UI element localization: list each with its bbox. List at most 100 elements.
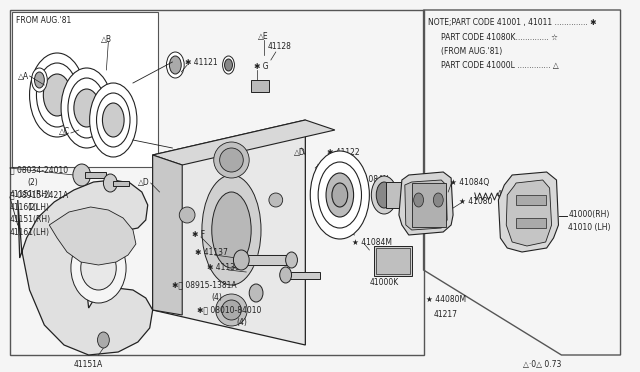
Text: ✱ 41138: ✱ 41138: [207, 263, 239, 272]
Text: △A: △A: [18, 72, 29, 81]
Text: 41000(RH): 41000(RH): [568, 210, 610, 219]
Ellipse shape: [212, 192, 251, 268]
Ellipse shape: [249, 284, 263, 302]
Text: ✱ⓜ 08915-1381A: ✱ⓜ 08915-1381A: [172, 280, 237, 289]
Ellipse shape: [104, 174, 117, 192]
Ellipse shape: [225, 59, 232, 71]
Ellipse shape: [216, 294, 247, 326]
Ellipse shape: [221, 300, 241, 320]
Text: ★ 41084Q: ★ 41084Q: [450, 178, 490, 187]
Bar: [386, 182, 408, 208]
Text: △D: △D: [294, 148, 305, 157]
Bar: [251, 80, 269, 92]
Ellipse shape: [35, 72, 44, 88]
Ellipse shape: [31, 68, 47, 92]
Ellipse shape: [90, 83, 137, 157]
Bar: [12, 12, 157, 167]
Text: (4): (4): [236, 318, 247, 327]
Ellipse shape: [234, 250, 249, 270]
Text: (2): (2): [28, 203, 38, 212]
Ellipse shape: [433, 193, 444, 207]
Bar: [113, 181, 129, 186]
Text: 41151(RH): 41151(RH): [10, 190, 51, 199]
Ellipse shape: [371, 176, 397, 214]
Ellipse shape: [73, 164, 91, 186]
Text: △C: △C: [59, 127, 70, 136]
Bar: [412, 183, 446, 227]
Text: ✱ F: ✱ F: [192, 230, 205, 239]
Ellipse shape: [376, 182, 392, 208]
Ellipse shape: [179, 207, 195, 223]
Ellipse shape: [269, 193, 283, 207]
Ellipse shape: [44, 74, 71, 116]
Text: ★ 44080M: ★ 44080M: [426, 295, 466, 304]
Text: FROM AUG.'81: FROM AUG.'81: [16, 16, 71, 25]
Bar: [374, 246, 412, 276]
Ellipse shape: [74, 89, 99, 127]
Ellipse shape: [166, 52, 184, 78]
Text: 41161(LH): 41161(LH): [10, 228, 50, 237]
Ellipse shape: [61, 68, 112, 148]
Text: 41161(LH): 41161(LH): [10, 203, 50, 212]
Polygon shape: [399, 172, 453, 235]
Text: 41217: 41217: [433, 310, 458, 319]
Ellipse shape: [220, 148, 243, 172]
Ellipse shape: [71, 233, 126, 303]
Text: △B: △B: [102, 35, 113, 44]
Ellipse shape: [318, 162, 362, 228]
Text: ★ 41084M: ★ 41084M: [351, 238, 392, 247]
Text: ✱ 41122: ✱ 41122: [327, 148, 360, 157]
Text: PART CODE 41080K.............. ☆: PART CODE 41080K.............. ☆: [441, 33, 558, 42]
Polygon shape: [18, 180, 153, 355]
Bar: [376, 248, 410, 274]
Bar: [84, 172, 106, 178]
Text: 41151(RH): 41151(RH): [10, 215, 51, 224]
Text: ✱Ⓑ 08010-84010: ✱Ⓑ 08010-84010: [197, 305, 261, 314]
Ellipse shape: [36, 63, 78, 127]
Ellipse shape: [310, 151, 369, 239]
Text: 41010 (LH): 41010 (LH): [568, 223, 611, 232]
Text: (FROM AUG.'81): (FROM AUG.'81): [441, 47, 502, 56]
Text: 41217A: 41217A: [497, 190, 525, 199]
Bar: [516, 218, 546, 228]
Ellipse shape: [214, 142, 249, 178]
Polygon shape: [499, 172, 559, 252]
Text: △D: △D: [138, 178, 150, 187]
Text: 41128: 41128: [268, 42, 292, 51]
Ellipse shape: [332, 183, 348, 207]
Ellipse shape: [81, 246, 116, 290]
Text: ✱ 41137: ✱ 41137: [195, 248, 228, 257]
Text: PART CODE 41000L .............. △: PART CODE 41000L .............. △: [441, 61, 559, 70]
Text: △·0△ 0.73: △·0△ 0.73: [523, 360, 561, 369]
Ellipse shape: [202, 175, 261, 285]
Polygon shape: [49, 207, 136, 265]
Bar: [285, 272, 320, 279]
Ellipse shape: [170, 56, 181, 74]
Ellipse shape: [102, 103, 124, 137]
Ellipse shape: [285, 252, 298, 268]
Ellipse shape: [97, 332, 109, 348]
Text: NOTE;PART CODE 41001 , 41011 .............. ✱: NOTE;PART CODE 41001 , 41011 ...........…: [428, 18, 597, 27]
Text: (4): (4): [212, 293, 223, 302]
Text: △B: △B: [331, 225, 342, 234]
Text: ⓜ 08915-2421A: ⓜ 08915-2421A: [10, 190, 68, 199]
Text: Ⓑ 08034-24010: Ⓑ 08034-24010: [10, 165, 68, 174]
Ellipse shape: [326, 173, 354, 217]
Ellipse shape: [68, 78, 106, 138]
Ellipse shape: [97, 93, 130, 147]
Text: 41151A: 41151A: [74, 360, 103, 369]
Text: △C: △C: [315, 162, 326, 171]
Ellipse shape: [280, 267, 292, 283]
Text: 41000K: 41000K: [369, 278, 399, 287]
Polygon shape: [506, 180, 552, 246]
Ellipse shape: [413, 193, 424, 207]
Ellipse shape: [223, 56, 234, 74]
Text: ★ 41080: ★ 41080: [459, 197, 492, 206]
Polygon shape: [153, 120, 305, 345]
Text: ✱ 41121: ✱ 41121: [185, 58, 218, 67]
Polygon shape: [153, 120, 335, 165]
Text: (2): (2): [28, 178, 38, 187]
Text: ✱ G: ✱ G: [254, 62, 269, 71]
Polygon shape: [153, 155, 182, 315]
Bar: [516, 195, 546, 205]
